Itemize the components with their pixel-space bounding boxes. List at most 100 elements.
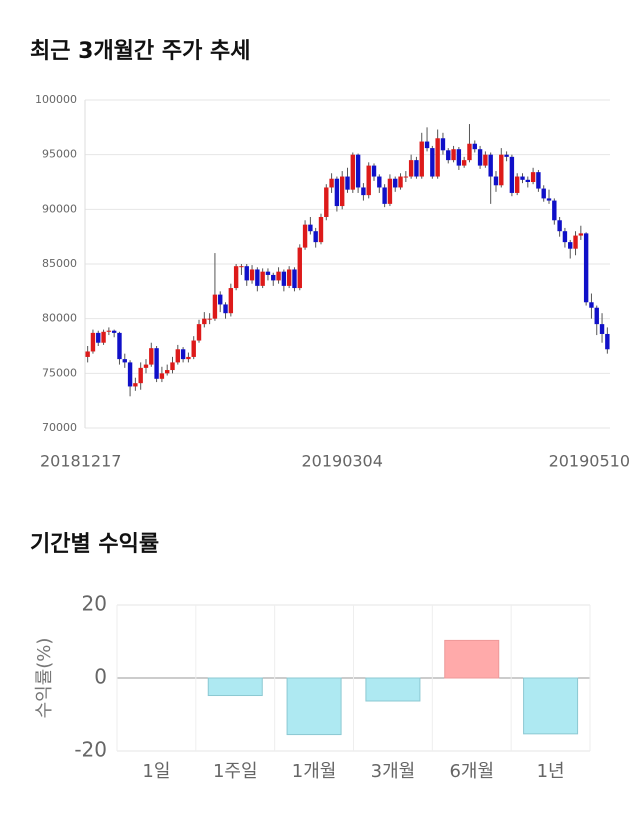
candle-body (318, 216, 324, 243)
candle-body (371, 165, 377, 177)
candle-body (276, 271, 281, 281)
x-tick-label: 20181217 (40, 452, 121, 471)
candle-body (212, 294, 218, 319)
candle-body (334, 178, 340, 207)
candle-body (440, 138, 446, 151)
candle-body (308, 224, 313, 232)
candle-body (472, 143, 477, 150)
candle-body (249, 269, 255, 281)
candle-body (329, 178, 334, 188)
candle-body (339, 176, 345, 207)
candle-body (583, 233, 589, 303)
candle-body (345, 176, 350, 190)
bar (286, 677, 342, 736)
candle-body (292, 269, 297, 289)
x-tick-label: 6개월 (449, 761, 494, 782)
bar (523, 677, 579, 735)
candle-body (180, 349, 186, 360)
y-tick-label: 90000 (42, 202, 77, 215)
candle-body (430, 148, 435, 177)
x-tick-label: 1년 (537, 761, 565, 782)
candle-body (514, 176, 520, 193)
candle-body (424, 141, 430, 149)
candle-body (446, 150, 451, 161)
candle-body (467, 143, 472, 161)
candle-body (594, 307, 599, 325)
candle-body (403, 176, 409, 178)
x-tick-label: 1개월 (292, 761, 337, 782)
candle-body (382, 187, 387, 204)
candle-body (552, 200, 557, 221)
chart-title: 최근 3개월간 주가 추세 (30, 39, 250, 64)
candle-body (90, 332, 96, 352)
candle-body (398, 176, 403, 188)
candle-body (218, 294, 223, 305)
candle-body (589, 302, 594, 308)
candle-body (599, 324, 605, 334)
candle-body (122, 359, 127, 363)
candle-body (350, 154, 356, 190)
candle-body (233, 266, 239, 289)
candle-body (101, 331, 106, 343)
candle-body (546, 198, 552, 201)
y-tick-label: -20 (74, 738, 107, 762)
candle-body (355, 154, 361, 188)
candle-body (573, 235, 578, 249)
candle-body (239, 266, 244, 268)
candle-body (536, 172, 541, 189)
y-tick-label: 70000 (42, 421, 77, 434)
bar (444, 639, 500, 679)
candle-body (568, 242, 573, 249)
x-tick-label: 20190304 (301, 452, 382, 471)
candle-body (499, 154, 504, 186)
candle-body (488, 154, 493, 177)
candle-body (111, 330, 117, 333)
candle-body (202, 318, 207, 325)
bar (207, 677, 263, 697)
candle-body (159, 373, 165, 379)
candle-body (393, 178, 398, 188)
candle-body (154, 348, 159, 379)
candle-body (530, 172, 536, 182)
candle-body (377, 176, 382, 188)
candle-body (302, 224, 308, 248)
candle-body (605, 333, 610, 350)
y-tick-label: 20 (82, 592, 107, 616)
candle-body (361, 187, 366, 196)
candle-body (96, 332, 101, 343)
bar (365, 677, 421, 702)
y-tick-label: 100000 (35, 93, 77, 106)
candle-body (106, 330, 112, 332)
candle-body (504, 154, 509, 157)
candle-body (127, 362, 133, 387)
candle-body (286, 269, 292, 286)
candle-body (366, 165, 371, 196)
candle-body (164, 370, 170, 374)
candle-body (541, 188, 546, 199)
y-tick-label: 85000 (42, 257, 77, 270)
candle-body (493, 176, 499, 186)
candle-body (313, 231, 318, 243)
candle-body (271, 274, 276, 281)
candle-body (138, 367, 143, 384)
candle-body (461, 160, 467, 166)
y-tick-label: 75000 (42, 366, 77, 379)
candle-body (175, 349, 181, 363)
candle-body (414, 160, 419, 177)
candle-body (297, 247, 302, 289)
x-tick-label: 20190510 (549, 452, 630, 471)
candle-body (170, 362, 175, 371)
y-tick-label: 0 (94, 665, 107, 689)
candle-body (557, 220, 562, 232)
candle-body (281, 271, 287, 286)
candle-body (255, 269, 260, 286)
candle-body (244, 266, 249, 281)
candle-body (477, 149, 483, 166)
chart-title: 기간별 수익률 (30, 532, 159, 557)
x-tick-label: 1일 (142, 761, 170, 782)
candle-body (207, 318, 212, 320)
candle-body (186, 356, 191, 360)
candle-body (265, 271, 271, 275)
y-axis-label: 수익률(%) (34, 638, 55, 719)
candle-body (149, 348, 154, 365)
